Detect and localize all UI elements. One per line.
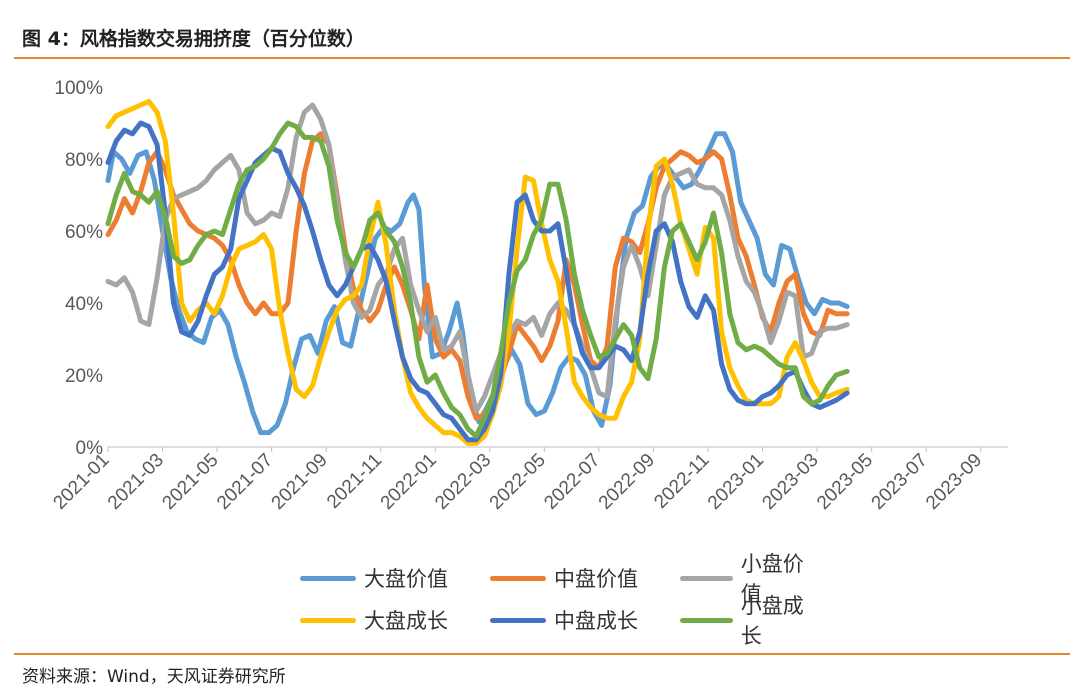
y-tick-label: 40% <box>65 294 103 315</box>
series-line <box>105 102 850 414</box>
top-rule <box>14 57 1070 59</box>
x-tick-label: 2021-05 <box>158 450 222 514</box>
x-tick-label: 2022-11 <box>650 450 713 513</box>
chart: 0%20%40%60%80%100%2021-012021-032021-052… <box>49 78 1008 514</box>
x-tick-label: 2021-09 <box>268 450 332 514</box>
legend-item-large-value: 大盘价值 <box>300 563 490 593</box>
legend-item-mid-value: 中盘价值 <box>490 563 680 593</box>
y-tick-label: 20% <box>65 366 103 387</box>
x-tick-label: 2022-01 <box>377 450 441 514</box>
x-tick-label: 2022-07 <box>540 450 604 514</box>
y-tick-label: 80% <box>65 150 103 171</box>
figure-title: 图 4：风格指数交易拥挤度（百分位数） <box>22 28 365 50</box>
legend-swatch <box>490 575 546 581</box>
series-line <box>105 131 850 436</box>
series-line <box>105 98 850 446</box>
legend-label: 大盘价值 <box>364 567 448 591</box>
legend-item-small-value: 小盘价值 <box>680 552 820 606</box>
legend-item-mid-growth: 中盘成长 <box>490 605 680 635</box>
legend-label: 中盘价值 <box>554 567 638 591</box>
x-tick-label: 2021-03 <box>104 450 168 514</box>
legend-label: 中盘成长 <box>554 609 638 633</box>
legend-swatch <box>490 617 546 623</box>
series-line <box>105 131 850 421</box>
y-tick-label: 100% <box>54 78 103 99</box>
legend-label: 大盘成长 <box>364 609 448 633</box>
bottom-rule <box>14 653 1070 655</box>
x-tick-label: 2021-07 <box>213 450 277 514</box>
legend-swatch <box>300 575 356 581</box>
series-line <box>105 120 850 443</box>
y-tick-label: 60% <box>65 222 103 243</box>
x-tick-label: 2022-09 <box>595 450 659 514</box>
y-tick-label: 0% <box>76 438 104 459</box>
legend-swatch <box>680 575 733 581</box>
source-note: 资料来源：Wind，天风证券研究所 <box>22 667 286 687</box>
x-tick-label: 2022-03 <box>431 450 495 514</box>
x-tick-label: 2021-01 <box>49 450 113 514</box>
x-tick-label: 2023-03 <box>758 450 822 514</box>
legend-swatch <box>300 617 356 623</box>
x-tick-label: 2023-09 <box>922 450 986 514</box>
x-tick-label: 2023-05 <box>813 450 877 514</box>
legend-item-small-growth: 小盘成长 <box>680 594 820 648</box>
legend-label: 小盘成长 <box>740 594 804 648</box>
x-tick-label: 2023-01 <box>704 450 768 514</box>
series-line <box>105 120 850 439</box>
legend-item-large-growth: 大盘成长 <box>300 605 490 635</box>
legend: 大盘价值 中盘价值 小盘价值 大盘成长 中盘成长 小盘成长 <box>300 552 820 648</box>
legend-swatch <box>680 617 733 623</box>
x-tick-label: 2023-07 <box>868 450 932 514</box>
x-tick-label: 2021-11 <box>323 450 386 513</box>
x-tick-label: 2022-05 <box>486 450 550 514</box>
legend-label: 小盘价值 <box>740 552 804 606</box>
